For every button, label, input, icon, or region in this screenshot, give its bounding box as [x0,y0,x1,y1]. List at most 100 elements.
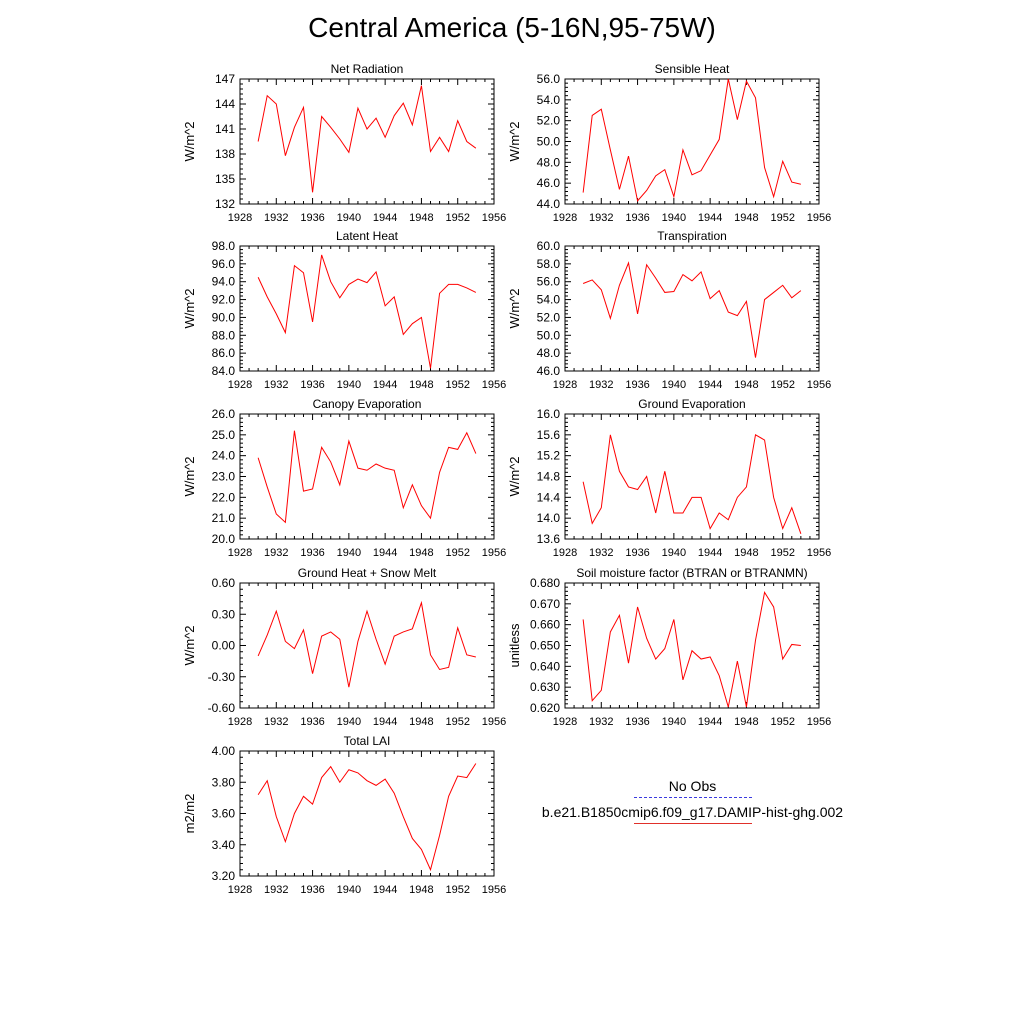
panel-title: Net Radiation [331,62,404,76]
x-tick-label: 1956 [807,379,831,391]
x-tick-label: 1932 [589,716,613,728]
legend-label-model: b.e21.B1850cmip6.f09_g17.DAMIP-hist-ghg.… [541,804,844,820]
x-tick-label: 1940 [662,379,686,391]
x-tick-label: 1936 [300,884,324,896]
y-tick-label: 3.60 [212,807,236,821]
y-axis-label: W/m^2 [507,456,522,496]
y-tick-label: 3.20 [212,869,236,883]
series-line [257,430,477,524]
x-tick-label: 1944 [373,547,397,559]
y-tick-label: -0.60 [208,701,236,715]
series-line [257,763,477,872]
y-tick-label: 54.0 [537,93,561,107]
y-tick-label: 15.2 [537,449,561,463]
y-tick-label: 56.0 [537,275,561,289]
x-tick-label: 1956 [482,212,506,224]
panel-title: Transpiration [657,229,727,243]
y-tick-label: 0.640 [530,659,560,673]
y-tick-label: 25.0 [212,428,236,442]
x-tick-label: 1932 [589,547,613,559]
panel-8: Soil moisture factor (BTRAN or BTRANMN) u… [507,566,831,728]
y-tick-label: 147 [215,72,235,86]
panel-frame [564,413,820,540]
x-tick-label: 1940 [337,884,361,896]
x-tick-label: 1956 [482,379,506,391]
panel-title: Latent Heat [336,229,399,243]
panel-frame [239,582,495,709]
panel-2: Sensible Heat W/m^2 1928 1932 1936 1940 1944 19… [507,62,831,224]
y-tick-label: 48.0 [537,346,561,360]
panel-frame [564,78,820,205]
x-tick-label: 1948 [409,212,433,224]
x-tick-label: 1952 [445,212,469,224]
y-tick-label: 26.0 [212,407,236,421]
y-tick-label: 94.0 [212,275,236,289]
x-tick-label: 1932 [264,547,288,559]
x-tick-label: 1956 [807,547,831,559]
x-tick-label: 1952 [770,716,794,728]
x-tick-label: 1948 [734,212,758,224]
y-tick-label: 84.0 [212,364,236,378]
x-tick-label: 1952 [445,379,469,391]
x-tick-label: 1944 [698,547,722,559]
x-tick-label: 1936 [625,716,649,728]
x-tick-label: 1948 [734,716,758,728]
series-line [257,85,477,193]
panel-frame [564,582,820,709]
x-tick-label: 1956 [807,212,831,224]
y-tick-label: 14.4 [537,490,561,504]
x-tick-label: 1956 [807,716,831,728]
y-tick-label: 50.0 [537,135,561,149]
x-tick-label: 1936 [625,379,649,391]
y-axis-label: m2/m2 [182,794,197,834]
panel-frame [239,413,495,540]
x-tick-label: 1928 [228,547,252,559]
panel-9: Total LAI m2/m2 1928 1932 1936 1940 1944 1948 19… [182,734,506,896]
x-tick-label: 1944 [373,716,397,728]
x-tick-label: 1956 [482,716,506,728]
x-tick-label: 1952 [770,212,794,224]
y-tick-label: 15.6 [537,428,561,442]
x-tick-label: 1948 [409,379,433,391]
x-tick-label: 1932 [264,379,288,391]
y-tick-label: 46.0 [537,176,561,190]
panel-title: Total LAI [344,734,391,748]
panel-frame [239,750,495,877]
y-tick-label: 88.0 [212,328,236,342]
x-tick-label: 1940 [337,716,361,728]
y-tick-label: 0.650 [530,639,560,653]
y-tick-label: 0.670 [530,597,560,611]
x-tick-label: 1944 [373,884,397,896]
y-tick-label: 13.6 [537,532,561,546]
y-tick-label: 0.30 [212,607,236,621]
legend-label-obs: No Obs [668,778,717,794]
panel-title: Ground Heat + Snow Melt [298,566,437,580]
x-tick-label: 1948 [409,547,433,559]
x-tick-label: 1928 [228,379,252,391]
y-tick-label: 144 [215,97,235,111]
series-line [582,261,802,358]
y-tick-label: 90.0 [212,310,236,324]
y-tick-label: 138 [215,147,235,161]
y-tick-label: 132 [215,197,235,211]
series-line [582,78,801,202]
y-tick-label: 0.660 [530,618,560,632]
panel-frame [239,245,495,372]
y-tick-label: 92.0 [212,293,236,307]
panel-1: Net Radiation W/m^2 1928 1932 1936 1940 1944 19… [182,62,506,224]
x-tick-label: 1932 [589,212,613,224]
y-tick-label: 0.60 [212,576,236,590]
x-tick-label: 1944 [373,212,397,224]
series-line [582,434,802,534]
y-tick-label: 52.0 [537,310,561,324]
y-tick-label: 46.0 [537,364,561,378]
x-tick-label: 1948 [409,884,433,896]
x-tick-label: 1928 [553,547,577,559]
x-tick-label: 1936 [625,212,649,224]
y-tick-label: 0.00 [212,639,236,653]
y-tick-label: 135 [215,172,235,186]
x-tick-label: 1928 [553,212,577,224]
panel-7: Ground Heat + Snow Melt W/m^2 1928 1932 1936… [182,566,506,728]
